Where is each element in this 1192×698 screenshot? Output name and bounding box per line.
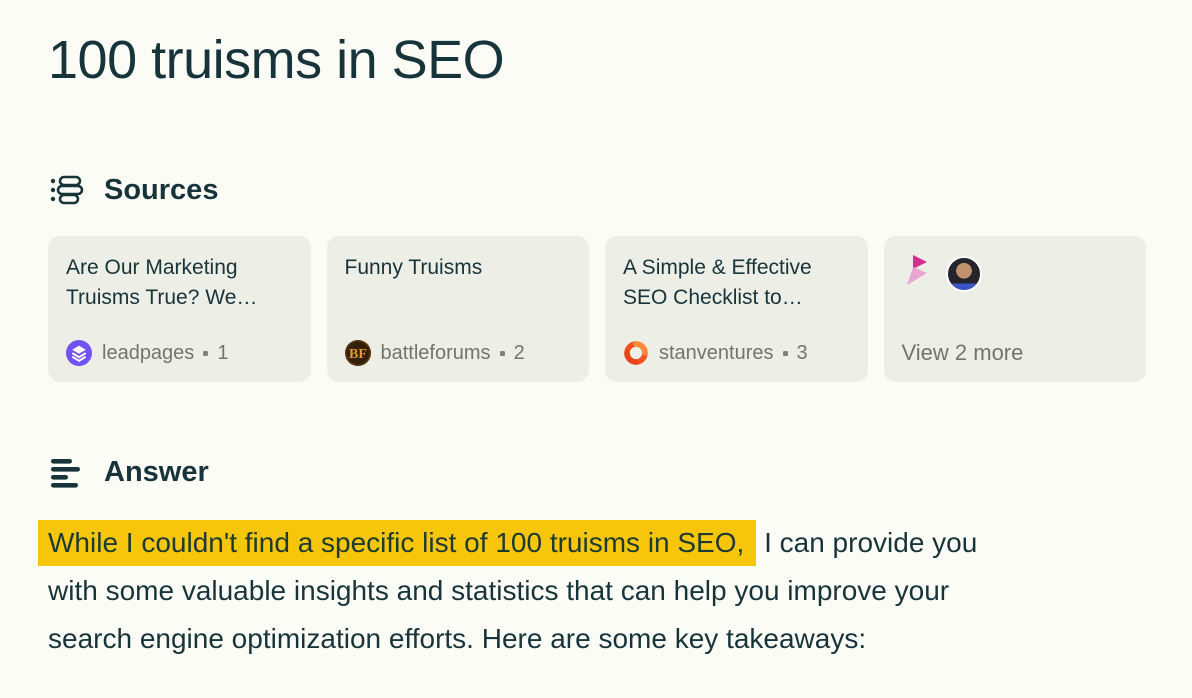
- source-card-battleforums[interactable]: Funny Truisms BF battleforums 2: [326, 236, 589, 382]
- source-index: 1: [217, 341, 229, 364]
- answer-line-rest: I can provide you: [756, 527, 978, 558]
- answer-line: While I couldn't find a specific list of…: [38, 519, 1146, 567]
- source-meta: stanventures 3: [623, 340, 850, 366]
- source-title: A Simple & Effective SEO Checklist to…: [623, 256, 812, 309]
- page-title: 100 truisms in SEO: [48, 30, 505, 90]
- sources-icon: [48, 172, 84, 208]
- source-site: stanventures: [659, 341, 774, 364]
- battleforums-icon: BF: [344, 340, 371, 366]
- view-more-label: View 2 more: [901, 340, 1024, 365]
- answer-section-header: Answer: [48, 452, 1146, 492]
- answer-text: While I couldn't find a specific list of…: [38, 519, 1146, 663]
- more-sources-avatars: [902, 253, 1129, 294]
- source-title: Funny Truisms: [344, 256, 483, 279]
- source-meta: BF battleforums 2: [344, 340, 572, 366]
- leadpages-icon: [66, 340, 92, 366]
- dot-separator: [499, 350, 505, 356]
- source-index: 2: [513, 341, 525, 364]
- dot-separator: [782, 350, 788, 356]
- stanventures-icon: [623, 340, 649, 366]
- answer-line: with some valuable insights and statisti…: [48, 575, 950, 606]
- highlighted-text: While I couldn't find a specific list of…: [38, 520, 757, 566]
- sources-cards-row: Are Our Marketing Truisms True? We… lead…: [48, 236, 1146, 382]
- source-title: Are Our Marketing Truisms True? We…: [66, 256, 258, 309]
- source-index: 3: [796, 341, 808, 364]
- sources-heading: Sources: [104, 173, 219, 206]
- dot-separator: [203, 350, 209, 356]
- answer-icon: [48, 454, 84, 490]
- view-more-card[interactable]: View 2 more: [883, 236, 1146, 382]
- source-site: leadpages: [102, 341, 195, 364]
- source-card-leadpages[interactable]: Are Our Marketing Truisms True? We… lead…: [48, 236, 311, 382]
- sources-section-header: Sources: [48, 170, 1146, 210]
- source-meta: leadpages 1: [66, 340, 293, 366]
- answer-heading: Answer: [104, 455, 209, 488]
- answer-line: search engine optimization efforts. Here…: [48, 623, 867, 654]
- pink-logo-icon: [902, 253, 932, 294]
- svg-text:BF: BF: [349, 347, 367, 362]
- source-card-stanventures[interactable]: A Simple & Effective SEO Checklist to… s…: [605, 236, 868, 382]
- source-site: battleforums: [380, 341, 491, 364]
- person-avatar-icon: [945, 255, 982, 292]
- results-page: 100 truisms in SEO Sources Are Our Marke…: [0, 30, 1192, 663]
